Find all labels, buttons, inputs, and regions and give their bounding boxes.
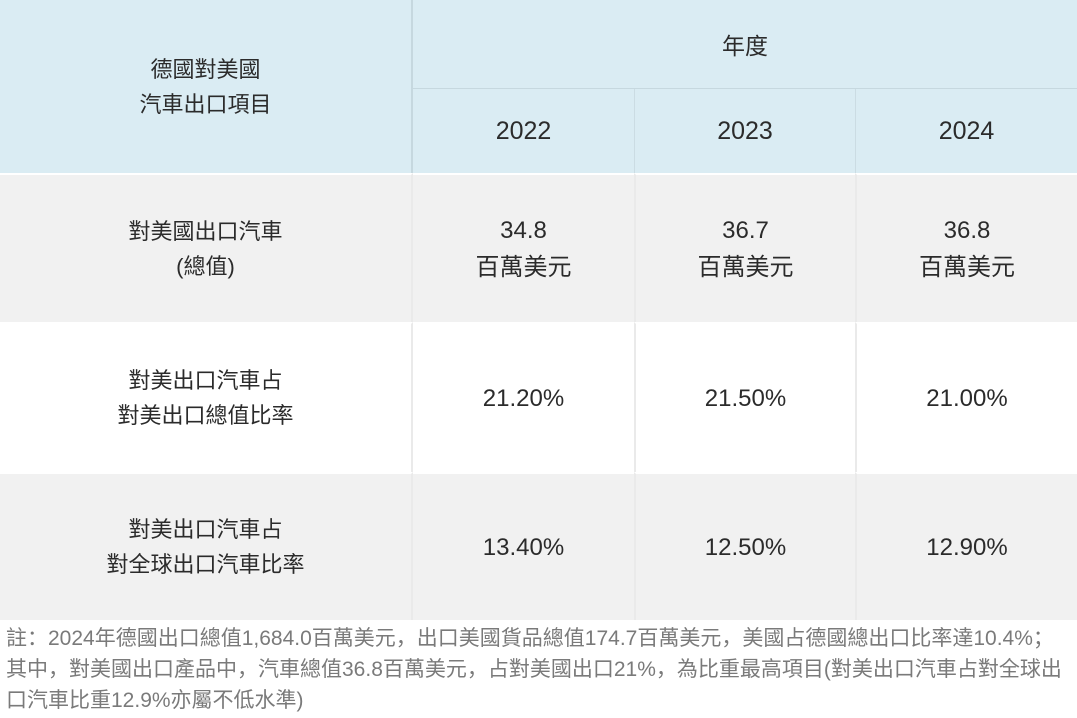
corner-header-label: 德國對美國 汽車出口項目 bbox=[139, 56, 272, 117]
table-body: 對美國出口汽車 (總值) 34.8 百萬美元 36.7 百萬美元 36.8 百萬… bbox=[0, 173, 1077, 620]
table-cell: 36.7 百萬美元 bbox=[634, 173, 855, 322]
cell-value: 12.50% bbox=[704, 533, 787, 561]
year-header-label: 2022 bbox=[495, 116, 552, 145]
table-row: 對美出口汽車占 對全球出口汽車比率 13.40% 12.50% 12.90% bbox=[0, 472, 1077, 620]
table-row: 對美出口汽車占 對美出口總值比率 21.20% 21.50% 21.00% bbox=[0, 322, 1077, 472]
row-label-share-of-global-car-exports: 對美出口汽車占 對全球出口汽車比率 bbox=[0, 472, 413, 620]
corner-header-cell: 德國對美國 汽車出口項目 bbox=[0, 0, 413, 173]
footnote-text: 註：2024年德國出口總值1,684.0百萬美元，出口美國貨品總值174.7百萬… bbox=[6, 627, 1062, 712]
table-cell: 21.00% bbox=[855, 322, 1077, 472]
table-cell: 21.20% bbox=[413, 322, 634, 472]
table-cell: 12.90% bbox=[855, 472, 1077, 620]
cell-value: 36.8 百萬美元 bbox=[919, 216, 1015, 281]
table-header: 德國對美國 汽車出口項目 年度 2022 2023 2024 bbox=[0, 0, 1077, 173]
year-group-header-label: 年度 bbox=[722, 33, 768, 59]
table-cell: 34.8 百萬美元 bbox=[413, 173, 634, 322]
cell-value: 21.00% bbox=[926, 384, 1008, 412]
cell-value: 12.90% bbox=[926, 533, 1008, 561]
cell-value: 13.40% bbox=[482, 533, 565, 561]
year-header-2024: 2024 bbox=[855, 89, 1077, 173]
year-header-2023: 2023 bbox=[634, 89, 855, 173]
year-header-label: 2024 bbox=[938, 116, 995, 145]
table-cell: 12.50% bbox=[634, 472, 855, 620]
cell-value: 36.7 百萬美元 bbox=[697, 216, 794, 281]
table-cell: 21.50% bbox=[634, 322, 855, 472]
cell-value: 21.20% bbox=[482, 384, 565, 412]
row-label-text: 對美出口汽車占 對全球出口汽車比率 bbox=[106, 517, 305, 577]
row-label-export-value: 對美國出口汽車 (總值) bbox=[0, 173, 413, 322]
row-label-share-of-us-exports: 對美出口汽車占 對美出口總值比率 bbox=[0, 322, 413, 472]
cell-value: 34.8 百萬美元 bbox=[475, 216, 572, 281]
year-header-2022: 2022 bbox=[413, 89, 634, 173]
cell-value: 21.50% bbox=[704, 384, 787, 412]
year-header-label: 2023 bbox=[717, 116, 773, 145]
table-cell: 36.8 百萬美元 bbox=[855, 173, 1077, 322]
row-label-text: 對美國出口汽車 (總值) bbox=[128, 218, 283, 279]
table-row: 對美國出口汽車 (總值) 34.8 百萬美元 36.7 百萬美元 36.8 百萬… bbox=[0, 173, 1077, 322]
year-group-header-cell: 年度 bbox=[413, 0, 1077, 89]
table-cell: 13.40% bbox=[413, 472, 634, 620]
row-label-text: 對美出口汽車占 對美出口總值比率 bbox=[117, 368, 294, 428]
export-table: 德國對美國 汽車出口項目 年度 2022 2023 2024 bbox=[0, 0, 1077, 620]
